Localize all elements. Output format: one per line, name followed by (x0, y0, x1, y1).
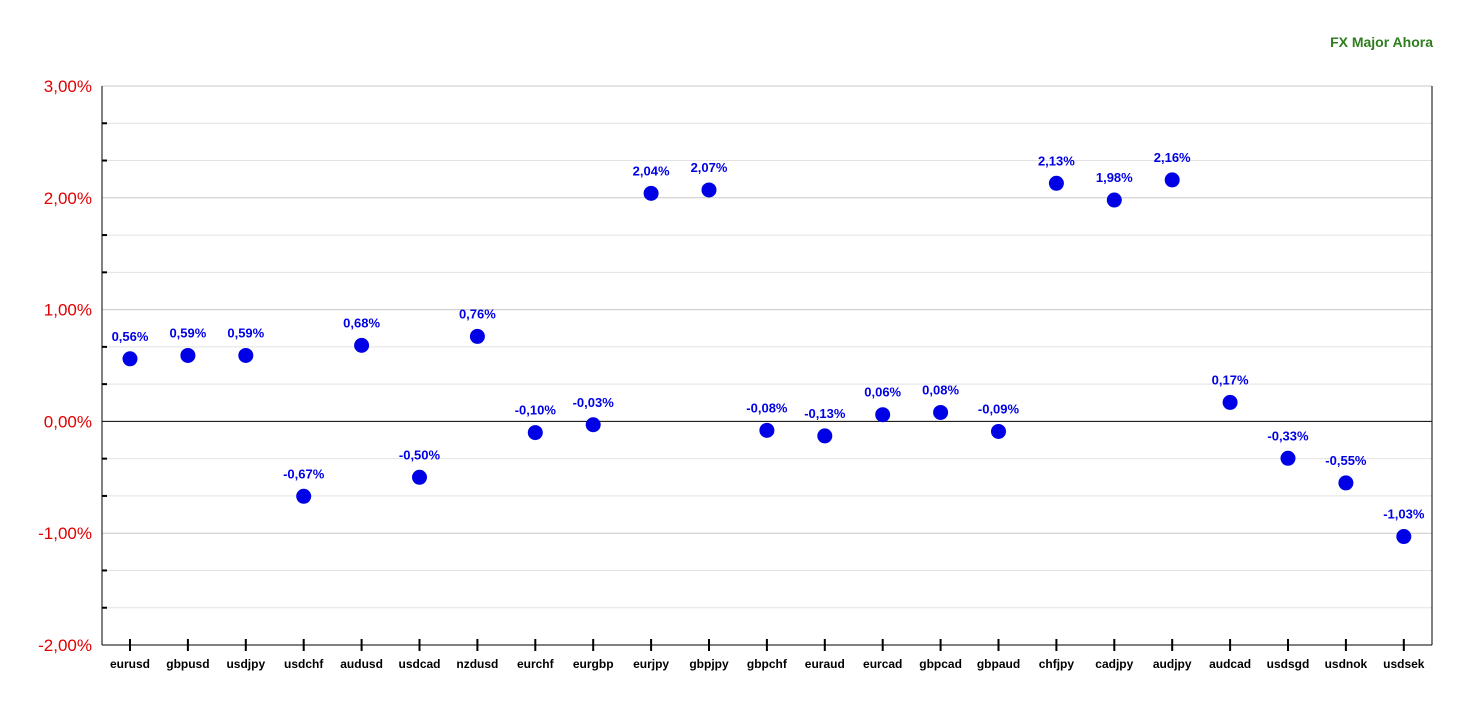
x-tick-label: usdcad (398, 657, 440, 671)
x-tick-label: usdchf (284, 657, 324, 671)
data-point (412, 469, 427, 485)
y-tick-label: 0,00% (44, 412, 92, 431)
x-tick-label: eurusd (110, 657, 150, 671)
data-label: 0,06% (864, 385, 901, 400)
x-tick-label: gbpusd (166, 657, 209, 671)
data-point (1106, 192, 1122, 208)
data-label: 0,08% (922, 382, 959, 397)
data-label: 0,76% (459, 306, 496, 321)
x-tick-label: audjpy (1153, 657, 1192, 671)
x-tick-label: eurcad (863, 657, 902, 671)
data-point (643, 185, 659, 201)
data-label: -0,03% (573, 395, 615, 410)
data-label: 2,13% (1038, 153, 1075, 168)
data-point (180, 347, 196, 363)
data-label: 0,17% (1212, 372, 1249, 387)
data-point (1164, 172, 1180, 188)
data-label: -0,55% (1325, 453, 1367, 468)
x-tick-label: gbpchf (747, 657, 788, 671)
data-label: 1,98% (1096, 170, 1133, 185)
x-tick-label: audcad (1209, 657, 1251, 671)
data-label: -0,50% (399, 447, 441, 462)
data-label: 2,16% (1154, 150, 1191, 165)
data-label: -0,33% (1267, 428, 1309, 443)
x-tick-label: gbpcad (919, 657, 962, 671)
data-label: 0,68% (343, 315, 380, 330)
x-tick-label: eurchf (517, 657, 555, 671)
data-point (817, 428, 833, 444)
x-tick-label: gbpjpy (689, 657, 729, 671)
data-point (296, 488, 312, 504)
data-point (354, 337, 370, 353)
data-point (991, 423, 1006, 439)
x-tick-label: chfjpy (1039, 657, 1075, 671)
data-point (759, 422, 775, 438)
data-point (701, 182, 717, 198)
data-point (1338, 475, 1354, 491)
x-tick-label: cadjpy (1095, 657, 1133, 671)
y-tick-label: 3,00% (44, 77, 92, 96)
x-tick-label: nzdusd (456, 657, 498, 671)
y-tick-label: 1,00% (44, 301, 92, 320)
data-point (875, 407, 891, 423)
y-tick-label: -2,00% (38, 636, 92, 655)
x-tick-label: usdjpy (226, 657, 265, 671)
x-tick-label: usdnok (1325, 657, 1368, 671)
data-label: 2,07% (691, 160, 728, 175)
x-tick-label: audusd (340, 657, 383, 671)
data-point (933, 404, 949, 420)
data-label: 2,04% (633, 163, 670, 178)
data-label: -0,10% (515, 403, 557, 418)
data-point (527, 425, 543, 441)
data-point (1048, 175, 1064, 191)
x-tick-label: eurgbp (573, 657, 614, 671)
x-tick-label: usdsek (1383, 657, 1425, 671)
y-tick-label: -1,00% (38, 524, 92, 543)
data-label: -1,03% (1383, 507, 1425, 522)
data-label: -0,08% (746, 400, 788, 415)
data-label: 0,59% (227, 325, 264, 340)
data-label: -0,13% (804, 406, 846, 421)
data-label: 0,59% (169, 325, 206, 340)
x-tick-label: gbpaud (977, 657, 1020, 671)
y-tick-label: 2,00% (44, 189, 92, 208)
x-tick-label: eurjpy (633, 657, 669, 671)
data-point (1396, 529, 1412, 545)
data-point (469, 328, 485, 344)
data-point (122, 351, 138, 367)
data-label: -0,67% (283, 466, 325, 481)
data-point (1222, 394, 1238, 410)
data-point (585, 417, 601, 433)
data-label: 0,56% (112, 329, 149, 344)
x-tick-label: euraud (805, 657, 845, 671)
data-point (238, 347, 254, 363)
data-point (1280, 450, 1296, 466)
x-tick-label: usdsgd (1267, 657, 1310, 671)
data-label: -0,09% (978, 401, 1020, 416)
chart-title: FX Major Ahora (1330, 34, 1433, 50)
